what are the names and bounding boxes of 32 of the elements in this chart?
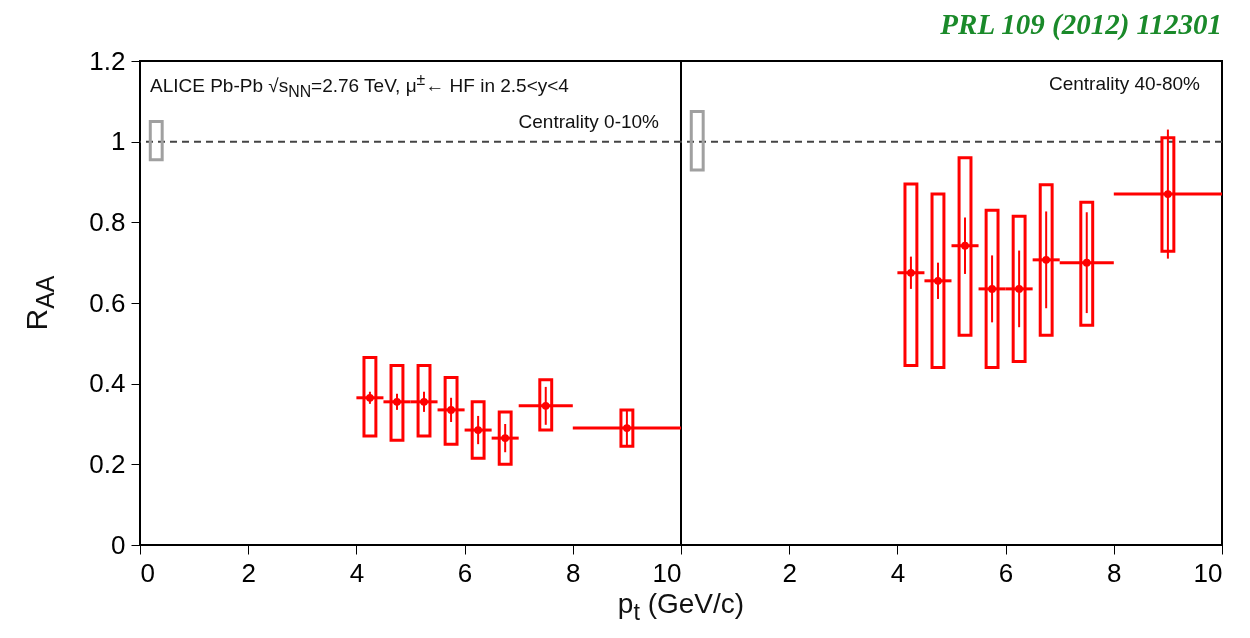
y-tick-label: 0.6 bbox=[89, 287, 126, 318]
annotation: Centrality 40-80% bbox=[1048, 73, 1200, 95]
point bbox=[988, 285, 996, 293]
y-tick-label: 0 bbox=[111, 529, 126, 560]
x-tick-label: 10 bbox=[652, 557, 682, 588]
annotation: ALICE Pb-Pb √s$_{NN}$=2.76 TeV, μ$^{±}$← HF in 2.5<y<4 bbox=[150, 71, 569, 102]
text: PRL 109 (2012) 112301 bbox=[940, 8, 1222, 41]
x-tick-label: 2 bbox=[782, 557, 797, 588]
x-tick-label: 6 bbox=[998, 557, 1014, 588]
x-tick-label: 4 bbox=[890, 557, 906, 588]
x-tick-label: 8 bbox=[566, 557, 581, 588]
point bbox=[1082, 258, 1091, 267]
point bbox=[907, 268, 915, 277]
bar bbox=[689, 109, 705, 172]
x-tick-label: 10 bbox=[1193, 557, 1223, 588]
x-tick-label: 8 bbox=[1107, 557, 1122, 588]
y-tick-label: 0.8 bbox=[89, 206, 126, 237]
x-tick-label: 2 bbox=[241, 557, 256, 588]
point bbox=[1164, 190, 1172, 198]
y-tick-label: 0.2 bbox=[89, 448, 126, 479]
point bbox=[1015, 285, 1023, 293]
point bbox=[1042, 255, 1051, 264]
y-tick-label: 1.2 bbox=[89, 45, 126, 76]
x-tick-label: 6 bbox=[457, 557, 473, 588]
annotation: Centrality 0-10% bbox=[518, 111, 659, 133]
x-axis-title: p$_{t}$ (GeV/c) bbox=[617, 588, 745, 626]
point bbox=[961, 241, 969, 250]
y-tick-label: 1 bbox=[111, 126, 126, 157]
point bbox=[934, 276, 942, 285]
y-tick-label: 0.4 bbox=[89, 368, 126, 399]
x-tick-label: 4 bbox=[349, 557, 365, 588]
x-tick-label: 0 bbox=[140, 557, 155, 588]
